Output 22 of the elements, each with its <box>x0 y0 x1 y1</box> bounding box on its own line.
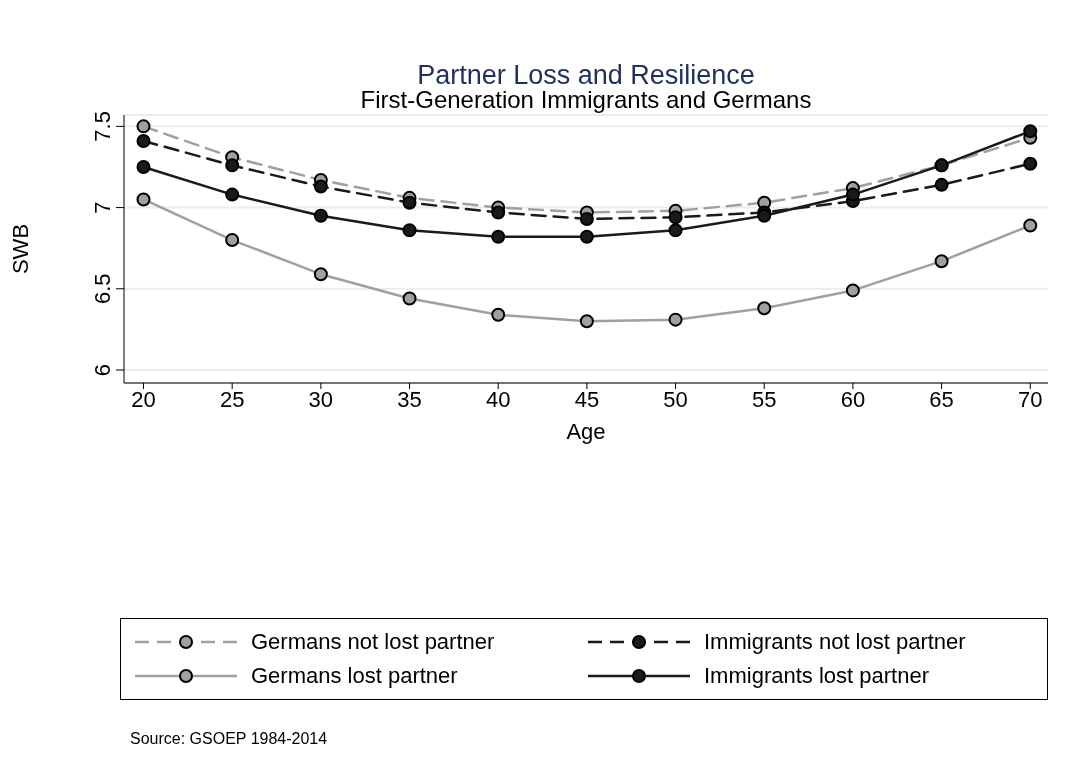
x-tick-label: 65 <box>929 386 954 412</box>
legend-label: Immigrants lost partner <box>704 663 929 689</box>
x-tick-label: 55 <box>752 386 777 412</box>
y-tick-label: 7.5 <box>90 111 115 142</box>
x-tick-label: 45 <box>574 386 600 412</box>
x-tick-label: 35 <box>397 386 422 412</box>
x-tick-label: 40 <box>485 386 511 412</box>
source-note: Source: GSOEP 1984-2014 <box>130 730 328 748</box>
y-axis-title: SWB <box>7 223 33 275</box>
x-tick-label: 20 <box>131 386 156 412</box>
x-tick-label: 60 <box>840 386 866 412</box>
x-tick-label: 50 <box>663 386 688 412</box>
x-tick-label: 25 <box>219 386 245 412</box>
y-tick-label: 7 <box>90 201 115 214</box>
legend-label: Germans lost partner <box>251 663 458 689</box>
y-tick-label: 6.5 <box>90 273 115 305</box>
x-tick-label: 70 <box>1018 386 1043 412</box>
legend-label: Immigrants not lost partner <box>704 629 966 655</box>
x-tick-label: 30 <box>308 386 334 412</box>
y-tick-label: 6 <box>90 363 115 377</box>
x-axis-title: Age <box>566 418 606 444</box>
legend-label: Germans not lost partner <box>251 629 495 655</box>
